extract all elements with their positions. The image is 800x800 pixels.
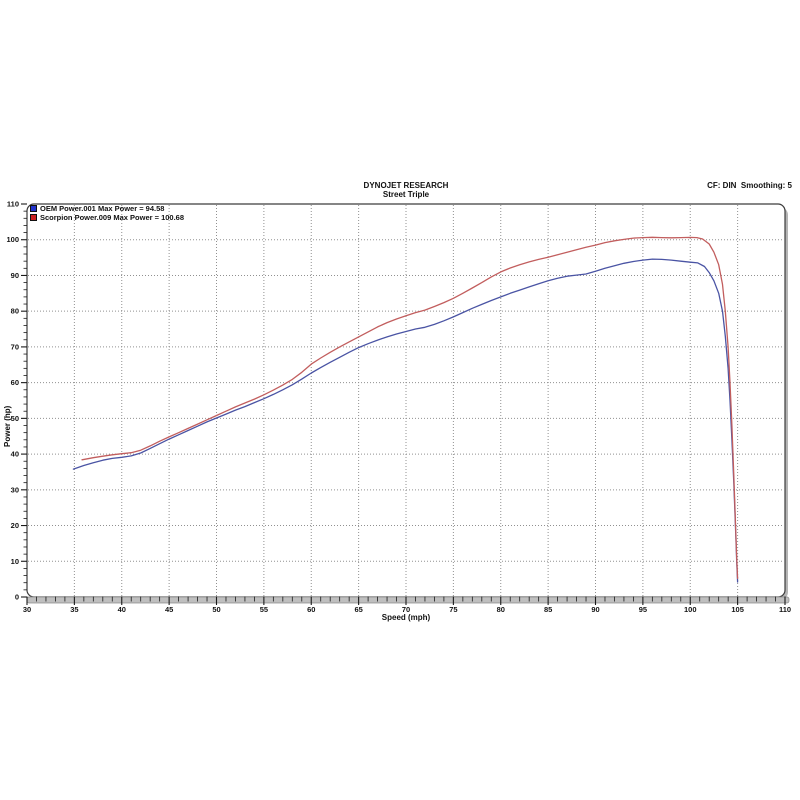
correction-info: CF: DIN Smoothing: 5 — [707, 181, 792, 190]
chart-subtitle: Street Triple — [382, 190, 430, 199]
legend-label-scorpion: Scorpion Power.009 Max Power = 100.68 — [40, 213, 185, 222]
svg-text:60: 60 — [307, 605, 315, 614]
svg-text:30: 30 — [11, 485, 19, 494]
y-axis-title: Power (hp) — [3, 405, 12, 447]
legend-item-scorpion: Scorpion Power.009 Max Power = 100.68 — [30, 213, 184, 222]
svg-text:40: 40 — [11, 450, 19, 459]
series-swatch-scorpion-icon — [30, 214, 37, 221]
svg-text:110: 110 — [7, 200, 19, 209]
svg-text:75: 75 — [449, 605, 457, 614]
svg-text:50: 50 — [11, 414, 19, 423]
title-block: DYNOJET RESEARCH Street Triple — [27, 181, 785, 199]
svg-text:70: 70 — [11, 342, 19, 351]
svg-text:100: 100 — [684, 605, 697, 614]
svg-text:105: 105 — [731, 605, 744, 614]
chart-title: DYNOJET RESEARCH — [363, 181, 449, 190]
svg-text:65: 65 — [354, 605, 362, 614]
x-axis-title: Speed (mph) — [381, 613, 431, 622]
svg-text:40: 40 — [118, 605, 126, 614]
svg-text:80: 80 — [497, 605, 505, 614]
svg-text:90: 90 — [591, 605, 599, 614]
svg-text:80: 80 — [11, 307, 19, 316]
legend-item-oem: OEM Power.001 Max Power = 94.58 — [30, 204, 184, 213]
svg-text:20: 20 — [11, 521, 19, 530]
svg-text:50: 50 — [212, 605, 220, 614]
legend: OEM Power.001 Max Power = 94.58 Scorpion… — [30, 204, 184, 222]
svg-text:60: 60 — [11, 378, 19, 387]
svg-text:95: 95 — [639, 605, 647, 614]
legend-label-oem: OEM Power.001 Max Power = 94.58 — [40, 204, 165, 213]
svg-text:10: 10 — [11, 557, 19, 566]
series-swatch-oem-icon — [30, 205, 37, 212]
svg-text:85: 85 — [544, 605, 552, 614]
svg-text:0: 0 — [15, 593, 19, 602]
svg-text:45: 45 — [165, 605, 173, 614]
svg-text:55: 55 — [260, 605, 268, 614]
svg-text:100: 100 — [6, 235, 19, 244]
svg-text:35: 35 — [70, 605, 78, 614]
svg-text:70: 70 — [402, 605, 410, 614]
svg-text:90: 90 — [11, 271, 19, 280]
svg-text:110: 110 — [779, 605, 791, 614]
svg-text:30: 30 — [23, 605, 31, 614]
